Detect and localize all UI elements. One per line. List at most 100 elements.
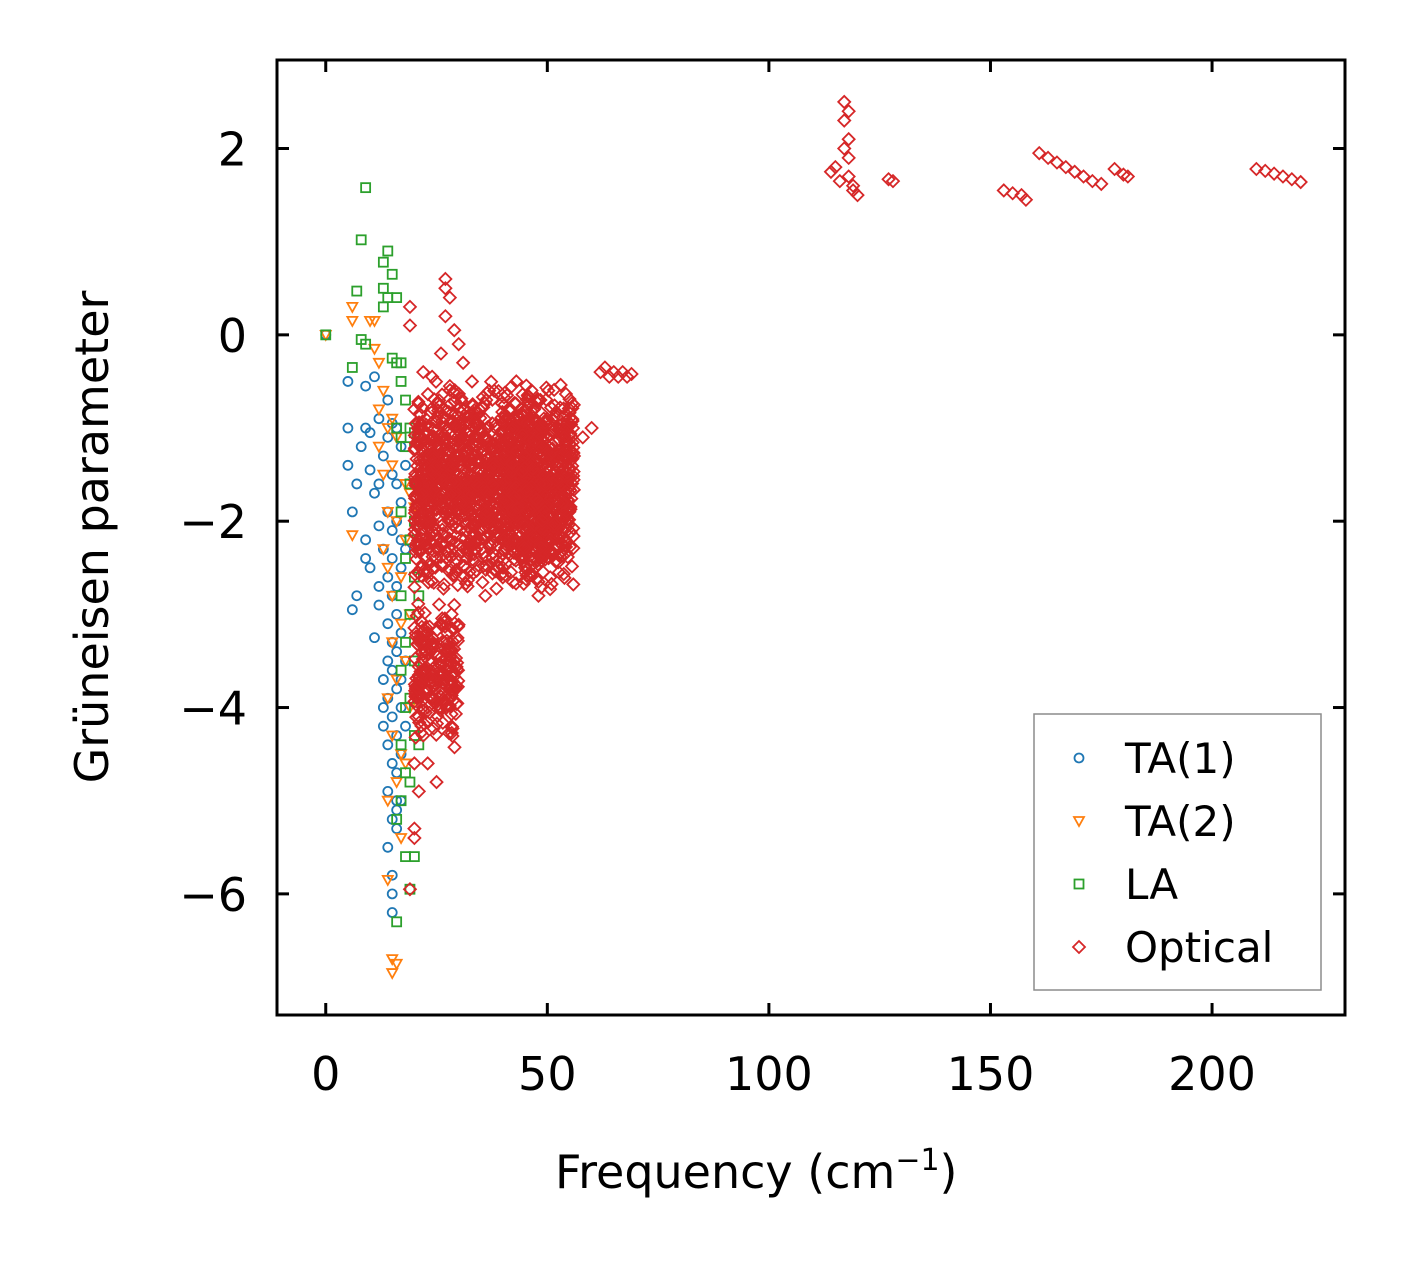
point-la xyxy=(351,285,363,297)
point-optical xyxy=(435,715,451,731)
point-ta-2 xyxy=(381,795,395,808)
point-optical xyxy=(421,471,436,487)
point-optical xyxy=(435,457,451,472)
point-ta-1 xyxy=(342,459,354,471)
point-optical xyxy=(456,460,471,476)
point-optical xyxy=(411,565,427,581)
point-optical xyxy=(448,416,463,432)
point-ta-2 xyxy=(381,562,395,575)
point-la xyxy=(413,739,425,751)
point-ta-1 xyxy=(391,646,403,658)
point-optical xyxy=(412,428,427,444)
point-optical xyxy=(535,549,550,564)
point-optical xyxy=(453,495,468,511)
point-optical xyxy=(499,433,515,448)
point-optical xyxy=(402,881,418,897)
point-optical xyxy=(422,637,438,653)
point-optical xyxy=(450,630,465,646)
point-optical xyxy=(426,446,441,461)
point-optical xyxy=(420,386,436,402)
point-optical xyxy=(409,451,424,467)
point-ta-2 xyxy=(381,423,395,435)
point-optical xyxy=(504,379,519,394)
point-optical xyxy=(423,500,439,516)
point-optical xyxy=(466,409,481,425)
point-optical xyxy=(566,464,581,479)
point-optical xyxy=(402,318,418,333)
point-ta-1 xyxy=(364,427,376,439)
point-la xyxy=(395,357,407,369)
point-ta-1 xyxy=(369,371,380,383)
legend-label: LA xyxy=(1125,860,1178,909)
point-optical xyxy=(440,653,456,668)
point-optical xyxy=(460,405,475,420)
point-optical xyxy=(462,423,477,438)
point-ta-1 xyxy=(382,394,394,406)
point-ta-1 xyxy=(373,478,385,490)
point-optical xyxy=(850,187,865,203)
point-optical xyxy=(555,522,571,538)
point-optical xyxy=(410,636,425,652)
point-optical xyxy=(407,830,422,846)
point-ta-2 xyxy=(376,469,390,482)
legend-marker xyxy=(1073,878,1085,890)
point-optical xyxy=(1085,173,1100,189)
point-optical xyxy=(458,472,474,487)
point-optical xyxy=(455,530,470,546)
point-ta-1 xyxy=(373,599,385,611)
point-optical xyxy=(491,383,506,399)
point-optical xyxy=(547,516,562,532)
point-optical xyxy=(420,756,435,771)
point-optical xyxy=(438,308,453,324)
point-optical xyxy=(1076,169,1091,184)
point-optical xyxy=(420,669,435,684)
point-ta-2 xyxy=(394,833,408,845)
y-axis-label: Grüneisen parameter xyxy=(65,290,119,783)
point-optical xyxy=(558,386,574,402)
point-la xyxy=(391,292,403,303)
point-optical xyxy=(418,417,434,433)
point-optical xyxy=(478,392,494,408)
point-optical xyxy=(1005,185,1020,201)
point-optical xyxy=(434,611,450,626)
point-optical xyxy=(841,169,856,184)
point-optical xyxy=(446,456,461,472)
point-optical xyxy=(411,436,426,452)
point-ta-1 xyxy=(382,618,394,630)
point-optical xyxy=(408,476,423,491)
point-optical xyxy=(533,439,549,455)
point-optical xyxy=(541,383,556,398)
point-optical xyxy=(555,495,570,510)
point-optical xyxy=(429,648,445,664)
point-optical xyxy=(422,689,438,705)
point-la xyxy=(355,234,367,246)
point-ta-2 xyxy=(385,590,399,603)
point-optical xyxy=(529,443,544,458)
point-optical xyxy=(597,360,613,375)
point-optical xyxy=(467,413,483,429)
point-la xyxy=(395,739,407,751)
point-optical xyxy=(550,495,566,511)
point-optical xyxy=(1067,164,1082,180)
point-optical xyxy=(497,540,513,555)
point-optical xyxy=(431,597,447,612)
point-optical xyxy=(421,575,436,590)
point-optical xyxy=(521,501,537,517)
point-la xyxy=(395,795,407,807)
point-optical xyxy=(413,497,429,512)
point-optical xyxy=(476,480,491,495)
point-optical xyxy=(1249,161,1264,177)
point-optical xyxy=(534,420,550,435)
point-ta-1 xyxy=(395,497,407,508)
point-optical xyxy=(519,479,535,495)
point-ta-1 xyxy=(400,459,411,471)
point-optical xyxy=(624,366,639,382)
point-la xyxy=(408,851,420,863)
point-optical xyxy=(410,681,425,696)
point-optical xyxy=(407,579,422,595)
point-optical xyxy=(426,543,441,559)
point-optical xyxy=(841,131,856,147)
point-ta-1 xyxy=(364,562,376,574)
point-optical xyxy=(494,396,510,411)
